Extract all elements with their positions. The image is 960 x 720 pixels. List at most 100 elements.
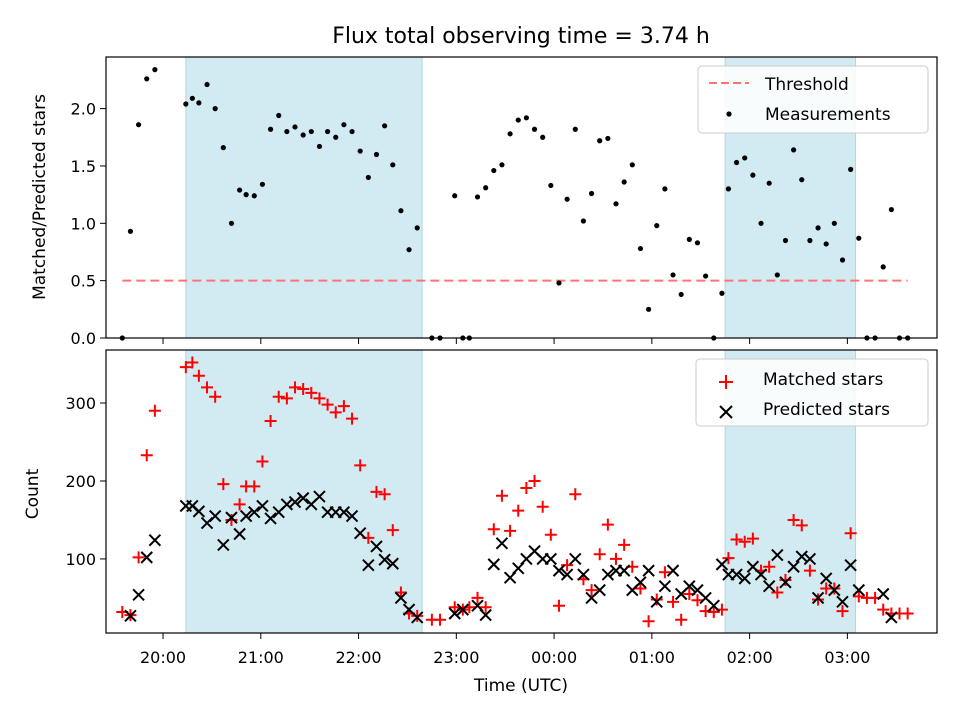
predicted-legend-marker	[719, 405, 733, 419]
measurement-point	[483, 185, 489, 191]
matched-star-point	[569, 488, 582, 501]
matched-star-point	[642, 615, 655, 628]
measurements-legend-label: Measurements	[765, 105, 891, 125]
matched-star-point	[394, 586, 407, 599]
matched-star-point	[479, 601, 492, 614]
measurement-point	[629, 162, 635, 168]
measurement-point	[365, 174, 371, 181]
measurement-point	[189, 95, 195, 101]
predicted-star-point	[730, 568, 743, 581]
predicted-star-point	[264, 512, 277, 525]
measurement-point	[183, 101, 189, 107]
predicted-star-point	[370, 540, 383, 553]
matched-star-point	[386, 524, 399, 537]
measurement-point	[474, 194, 481, 200]
matched-star-point	[337, 400, 350, 413]
predicted-star-point	[569, 552, 582, 566]
measurement-point	[300, 132, 306, 138]
predicted-star-point	[795, 550, 808, 563]
matched-star-point	[901, 607, 914, 620]
x-tick-label: 22:00	[336, 648, 382, 667]
matched-star-point	[877, 603, 890, 616]
matched-star-point	[730, 533, 743, 546]
predicted-star-point	[378, 553, 391, 566]
matched-star-point	[487, 523, 500, 536]
top-y-axis-label: Matched/Predicted stars	[30, 94, 50, 300]
matched-star-point	[448, 601, 461, 614]
measurement-point	[507, 131, 513, 137]
measurement-point	[499, 162, 505, 168]
predicted-star-point	[552, 564, 566, 577]
top-y-tick-label: 0.0	[71, 329, 96, 348]
matched-star-point	[512, 504, 525, 517]
measurement-point	[742, 155, 748, 161]
matched-star-point	[520, 481, 533, 494]
predicted-star-point	[394, 591, 408, 605]
predicted-star-point	[715, 558, 729, 571]
measurement-point	[791, 147, 797, 153]
bottom-y-ticks: 100 200 300	[65, 394, 106, 569]
predicted-star-point	[487, 558, 501, 571]
matched-star-point	[264, 414, 277, 427]
measurement-point	[349, 128, 355, 135]
top-y-ticks: 0.0 0.5 1.0 1.5 2.0	[71, 100, 106, 348]
measurement-point	[144, 76, 150, 82]
predicted-star-point	[593, 583, 606, 597]
matched-star-point	[610, 552, 623, 565]
predicted-star-point	[885, 611, 898, 624]
predicted-star-point	[666, 564, 680, 577]
measurement-point	[758, 220, 764, 226]
measurement-point	[774, 272, 780, 278]
measurement-point	[228, 220, 235, 226]
measurement-point	[880, 264, 886, 270]
measurement-point	[654, 223, 660, 229]
measurement-point	[390, 162, 396, 168]
measurement-point	[212, 106, 218, 112]
measurement-point	[452, 193, 458, 199]
matched-star-point	[836, 605, 849, 618]
matched-star-point	[722, 552, 735, 565]
measurement-point	[398, 208, 404, 214]
predicted-star-point	[771, 548, 784, 562]
top-legend: Threshold Measurements	[697, 65, 929, 134]
measurement-point	[750, 172, 756, 178]
matched-star-point	[305, 386, 318, 399]
measurement-point	[491, 167, 497, 174]
measurement-point	[373, 151, 380, 158]
predicted-star-point	[844, 558, 857, 572]
top-x-ticks	[162, 338, 848, 344]
measurement-point	[645, 306, 652, 312]
matched-star-point	[787, 513, 800, 526]
predicted-star-point	[877, 587, 890, 601]
x-tick-label: 23:00	[433, 648, 479, 667]
predicted-star-point	[577, 568, 590, 581]
measurement-point	[292, 124, 298, 130]
top-legend-box	[697, 65, 929, 134]
matched-star-point	[852, 590, 865, 603]
measurement-point	[766, 180, 772, 186]
predicted-star-point	[256, 499, 269, 513]
matched-star-point	[528, 474, 541, 487]
measurement-point	[719, 290, 725, 296]
predicted-star-point	[225, 511, 238, 524]
x-tick-label: 01:00	[629, 648, 675, 667]
matched-star-point	[201, 381, 214, 394]
predicted-star-point	[140, 551, 153, 564]
matched-star-point	[370, 485, 383, 498]
predicted-star-point	[658, 580, 672, 593]
matched-star-point	[552, 599, 565, 612]
measurement-point	[823, 241, 829, 247]
measurement-point	[237, 187, 243, 193]
matched-star-point	[536, 500, 549, 513]
predicted-star-point	[192, 505, 206, 518]
top-axes-frame	[105, 56, 938, 339]
matched-star-point	[593, 548, 606, 561]
predicted-star-point	[448, 607, 461, 620]
top-y-tick-label: 1.5	[71, 157, 96, 176]
predicted-star-point	[560, 568, 574, 581]
matched-star-point	[209, 390, 222, 403]
measurement-point	[341, 122, 347, 128]
matched-star-point	[280, 392, 293, 405]
x-tick-label: 03:00	[824, 648, 870, 667]
predicted-star-point	[601, 568, 615, 581]
